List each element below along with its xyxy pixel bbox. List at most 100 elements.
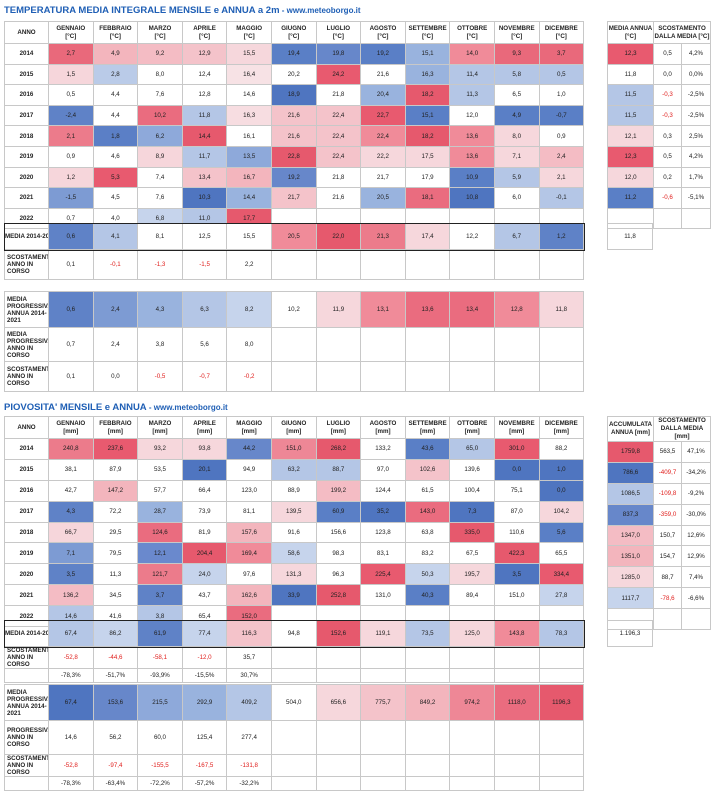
rain-media-annual-table: 1.196,3 xyxy=(607,620,653,647)
temp-cell: 7,4 xyxy=(137,166,183,189)
rain-annual-row: 1351,0 154,7 12,9% xyxy=(607,545,711,568)
temp-prog_corso_vals-cell xyxy=(315,327,362,362)
rain-cell: 0,0 xyxy=(493,458,540,481)
rain-deviation-abs: -78,6 xyxy=(653,587,682,610)
temp-scost2_vals-cell: 0,0 xyxy=(92,361,139,392)
temp-year-row: 2014 2,7 4,9 9,2 12,9 15,5 19,4 19,8 19,2 15,1 14,… xyxy=(4,43,585,65)
temp-cell: 14,0 xyxy=(449,43,495,65)
temp-cell: 2,1 xyxy=(538,166,585,189)
temp-cell: 3,7 xyxy=(538,43,585,65)
temp-cell: 5,8 xyxy=(493,63,540,86)
rain-prog_corso_vals-cell xyxy=(270,720,317,755)
rain-cell: 63,8 xyxy=(404,521,451,544)
temp-cell: 22,4 xyxy=(315,125,362,147)
rain-month-name: GIUGNO xyxy=(281,419,307,427)
temp-month-name: OTTOBRE xyxy=(457,24,488,32)
temp-cell: 8,0 xyxy=(493,125,540,147)
rain-scost_pct-cell: 30,7% xyxy=(226,668,272,683)
rain-cell: 38,1 xyxy=(48,458,94,481)
rain-month-name: MARZO xyxy=(148,419,172,427)
temp-month-header: MAGGIO [°C] xyxy=(226,21,272,44)
rain-progressive-table: MEDIA PROGRESSIVA ANNUA 2014-2021 67,4 153… xyxy=(4,684,585,791)
rain-cell: 3,7 xyxy=(137,584,183,607)
temp-title-text: TEMPERATURA MEDIA INTEGRALE MENSILE e AN… xyxy=(4,5,280,16)
rain-annual-row: 1086,5 -109,8 -9,2% xyxy=(607,482,711,505)
temp-media_vals-row: MEDIA 2014-20210,64,18,112,515,520,522,0… xyxy=(3,222,585,251)
rain-cell: 57,7 xyxy=(137,479,183,502)
rain-month-name: GENNAIO xyxy=(56,419,86,427)
rain-cell: 91,6 xyxy=(270,521,317,544)
rain-cell: 61,5 xyxy=(404,479,451,502)
temp-cell: 10,2 xyxy=(137,104,183,127)
rain-annual-value: 1351,0 xyxy=(607,545,654,568)
rain-cell: 100,4 xyxy=(449,479,495,502)
temp-scost2_vals-cell: 0,1 xyxy=(48,361,94,392)
temp-deviation-abs: 0,0 xyxy=(653,63,682,86)
rain-scost_pct-cell xyxy=(538,668,585,683)
rain-month-header: GENNAIO [mm] xyxy=(48,416,94,439)
temp-scost2_vals-cell xyxy=(493,361,540,392)
temp-annual-row: 11,5 -0,3 -2,5% xyxy=(607,84,711,106)
temp-cell: 13,6 xyxy=(449,125,495,147)
temp-cell: 7,6 xyxy=(137,187,183,209)
rain-scost2_vals-cell xyxy=(270,754,317,777)
temp-deviation-abs: 0,3 xyxy=(653,125,682,147)
rain-cell: 50,3 xyxy=(404,563,451,586)
rain-scost2_pct-cell: -57,2% xyxy=(181,776,228,791)
temp-cell: 18,9 xyxy=(270,84,317,106)
rain-annual-value: 1117,7 xyxy=(607,587,654,610)
rain-cell: 40,3 xyxy=(404,584,451,607)
temp-year-label: 2020 xyxy=(4,166,49,189)
rain-cell: 102,6 xyxy=(404,458,451,481)
temp-cell: 5,9 xyxy=(493,166,540,189)
rain-scost_pct-cell xyxy=(404,668,451,683)
rain-cell: 83,1 xyxy=(360,542,406,565)
rain-annual-row: 837,3 -359,0 -30,0% xyxy=(607,503,711,526)
rain-cell: 123,8 xyxy=(360,521,406,544)
temp-annual-row: 12,3 0,5 4,2% xyxy=(607,43,711,65)
temp-cell: 1,2 xyxy=(48,166,94,189)
rain-cell: 5,6 xyxy=(538,521,585,544)
temp-prog_vals-cell: 10,2 xyxy=(270,291,317,328)
rain-prog_vals-cell: 67,4 xyxy=(48,684,94,721)
temp-cell: 20,2 xyxy=(270,63,317,86)
temp-cell: 21,6 xyxy=(270,104,317,127)
temp-deviation-abs: 0,5 xyxy=(653,43,682,65)
temp-year-label: 2015 xyxy=(4,63,49,86)
temp-cell: 10,3 xyxy=(181,187,228,209)
rain-cell: 162,6 xyxy=(226,584,272,607)
rain-prog_vals-cell: 153,6 xyxy=(92,684,139,721)
temp-cell: 22,4 xyxy=(315,145,362,168)
rain-cell: 53,5 xyxy=(137,458,183,481)
rain-deviation-abs: -109,8 xyxy=(653,482,682,505)
temp-deviation-pct: 1,7% xyxy=(681,166,711,189)
rain-scost2_vals-cell xyxy=(538,754,585,777)
rain-month-name: MAGGIO xyxy=(236,419,263,427)
temp-scost_vals-cell xyxy=(538,249,585,280)
rain-cell: 104,2 xyxy=(538,500,585,523)
rain-deviation-abs: -409,7 xyxy=(653,461,682,484)
rain-annual-value: 786,6 xyxy=(607,461,654,484)
rain-annual-table: ACCUMULATA ANNUA [mm] SCOSTAMENTO DALLA M… xyxy=(607,416,711,631)
temp-prog_corso_vals-label: MEDIA PROGRESSIVA ANNO IN CORSO xyxy=(4,327,49,362)
temp-scost_vals-cell xyxy=(270,249,317,280)
rain-month-name: LUGLIO xyxy=(326,419,351,427)
rain-cell: 66,7 xyxy=(48,521,94,544)
rain-cell: 301,0 xyxy=(493,438,540,460)
rain-month-name: NOVEMBRE xyxy=(498,419,535,427)
rain-year-label: 2016 xyxy=(4,479,49,502)
temp-cell: 16,4 xyxy=(226,63,272,86)
temp-cell: 19,2 xyxy=(270,166,317,189)
rain-media_vals-cell: 116,3 xyxy=(226,620,272,647)
temp-media_vals-cell: 21,3 xyxy=(360,223,406,250)
rain-annual-row: 1347,0 150,7 12,6% xyxy=(607,524,711,547)
rain-scost_vals-cell xyxy=(404,646,451,669)
rain-cell: 66,4 xyxy=(181,479,228,502)
temp-cell: 22,8 xyxy=(270,145,317,168)
rain-cell: 65,0 xyxy=(449,438,495,460)
rain-cell: 139,5 xyxy=(270,500,317,523)
rain-deviation-abs: -359,0 xyxy=(653,503,682,526)
temp-prog_vals-cell: 13,1 xyxy=(360,291,406,328)
temp-month-name: AGOSTO xyxy=(369,24,397,32)
temp-deviation-abs: -0,3 xyxy=(653,84,682,106)
